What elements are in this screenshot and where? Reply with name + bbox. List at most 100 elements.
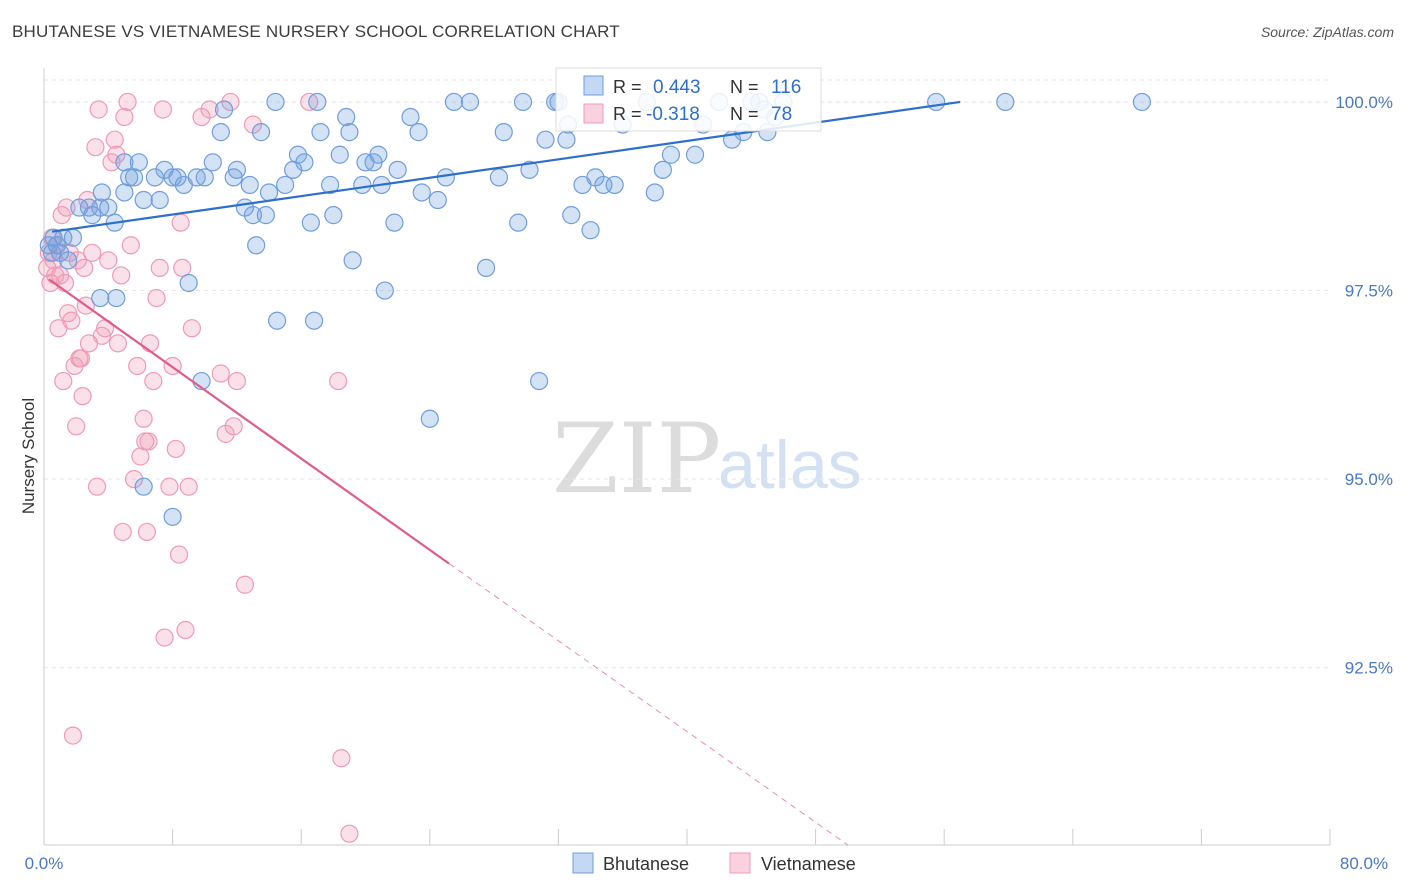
bhutanese-point [401, 107, 420, 127]
vietnamese-point [131, 447, 150, 466]
vietnamese-point [340, 824, 359, 843]
bhutanese-point [375, 281, 394, 300]
vietnamese-point [182, 319, 201, 338]
bhutanese-point [163, 507, 182, 526]
bhutanese-point [409, 123, 428, 142]
vietnamese-point [55, 273, 74, 293]
bhutanese-point [256, 206, 275, 225]
vietnamese-point [73, 387, 92, 406]
bhutanese-point [343, 251, 362, 270]
bhutanese-point [267, 311, 287, 330]
vietnamese-point [54, 371, 73, 391]
bhutanese-point [115, 183, 134, 202]
bhutanese-point [145, 168, 165, 187]
vietnamese-point [63, 726, 83, 745]
bottom-legend-vietnamese-swatch [729, 852, 751, 874]
bottom-legend-bhutanese: Bhutanese [603, 854, 689, 874]
bhutanese-point [311, 123, 330, 142]
bhutanese-point [203, 153, 222, 172]
bhutanese-point [214, 100, 234, 119]
vietnamese-point [147, 288, 166, 308]
vietnamese-point [176, 620, 195, 640]
bhutanese-swatch [583, 75, 604, 96]
y-axis-label: Nursery School [19, 398, 38, 514]
bhutanese-point [91, 288, 110, 308]
vietnamese-point [89, 100, 108, 119]
vietnamese-point [227, 371, 246, 391]
watermark-atlas: atlas [718, 427, 862, 503]
vietnamese-point [221, 92, 240, 112]
bhutanese-point [476, 258, 496, 278]
bhutanese-point [251, 123, 271, 142]
bhutanese-point [685, 145, 705, 164]
bhutanese-point [259, 183, 279, 202]
legend-r-value-1: 0.443 [653, 77, 701, 98]
vietnamese-point [173, 258, 192, 278]
bhutanese-point [266, 92, 285, 112]
vietnamese-point [75, 258, 94, 278]
vietnamese-point [105, 130, 124, 149]
bottom-legend-vietnamese: Vietnamese [761, 854, 856, 874]
bhutanese-point [129, 153, 148, 172]
vietnamese-point [134, 409, 153, 428]
source-label: Source: ZipAtlas.com [1260, 24, 1394, 40]
bhutanese-point [288, 145, 308, 164]
bhutanese-point [661, 145, 681, 164]
bhutanese-point [653, 160, 672, 179]
legend-n-value-1: 116 [771, 77, 801, 98]
vietnamese-point [121, 236, 140, 255]
vietnamese-point [108, 334, 128, 353]
bhutanese-point [385, 213, 404, 232]
bhutanese-point [179, 273, 198, 293]
bhutanese-point [324, 206, 343, 225]
bhutanese-point [168, 168, 187, 187]
bhutanese-point [996, 92, 1015, 112]
bhutanese-point [134, 190, 153, 210]
vietnamese-point [166, 439, 185, 459]
bhutanese-point [63, 228, 83, 247]
bhutanese-point [388, 160, 407, 179]
vietnamese-point [150, 258, 169, 278]
bhutanese-point [489, 168, 509, 187]
bhutanese-point [330, 145, 349, 164]
bhutanese-point [321, 175, 340, 195]
bhutanese-point [927, 92, 946, 112]
bhutanese-point [369, 145, 388, 164]
vietnamese-point [83, 243, 102, 262]
vietnamese-points [38, 92, 359, 843]
vietnamese-point [118, 92, 137, 112]
bhutanese-point [340, 123, 359, 142]
vietnamese-point [140, 334, 160, 353]
vietnamese-trend-extension [448, 563, 849, 846]
vietnamese-point [87, 477, 107, 496]
bhutanese-point [1132, 92, 1152, 112]
bhutanese-point [581, 221, 600, 240]
vietnamese-point [99, 251, 118, 270]
vietnamese-swatch [583, 103, 604, 124]
watermark-zip: ZIP [552, 403, 721, 515]
y-tick-label: 95.0% [1345, 470, 1393, 489]
legend-n-value-2: 78 [771, 104, 792, 125]
legend-r-label-1: R = [613, 77, 642, 97]
y-tick-labels: 100.0% 97.5% 95.0% 92.5% [1335, 93, 1393, 678]
bhutanese-point [513, 92, 533, 112]
bhutanese-point [460, 92, 480, 112]
bhutanese-point [337, 107, 356, 127]
y-tick-label: 97.5% [1345, 282, 1393, 301]
vietnamese-point [86, 138, 105, 157]
vietnamese-point [137, 522, 156, 542]
y-tick-label: 92.5% [1345, 659, 1393, 678]
legend-r-value-2: -0.318 [646, 104, 700, 125]
bhutanese-point [494, 123, 513, 142]
bhutanese-point [420, 409, 439, 428]
vietnamese-point [49, 319, 68, 338]
bhutanese-point [530, 371, 549, 391]
bhutanese-point [224, 168, 243, 187]
bhutanese-point [605, 175, 624, 195]
vietnamese-point [144, 371, 163, 391]
vietnamese-point [112, 266, 131, 285]
x-tick-label-min: 0.0% [25, 854, 64, 873]
bhutanese-point [301, 213, 320, 232]
vietnamese-point [160, 477, 179, 496]
bhutanese-point [276, 175, 295, 195]
